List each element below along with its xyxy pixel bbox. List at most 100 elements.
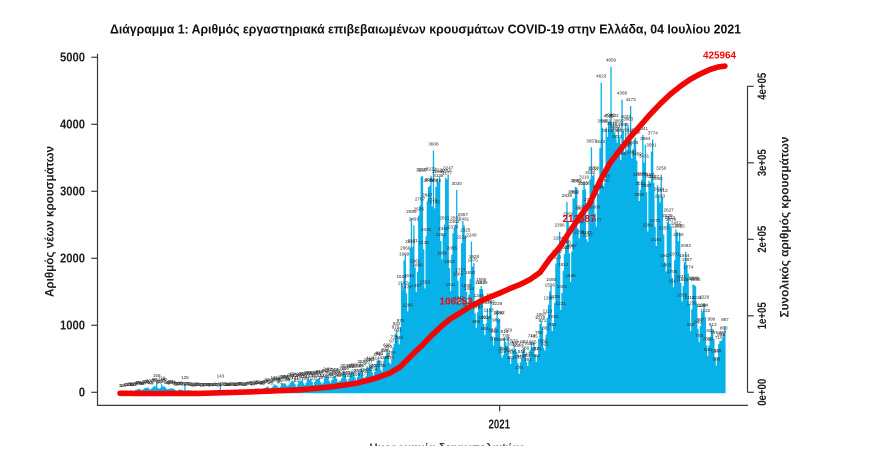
svg-text:1542: 1542	[475, 280, 486, 285]
svg-text:38: 38	[252, 381, 258, 386]
svg-text:243: 243	[362, 367, 370, 372]
svg-text:153: 153	[344, 373, 352, 378]
svg-text:1e+05: 1e+05	[755, 302, 769, 329]
svg-text:1923: 1923	[551, 255, 562, 260]
svg-text:27: 27	[244, 382, 250, 387]
svg-text:1552: 1552	[420, 279, 431, 284]
svg-text:725: 725	[390, 335, 398, 340]
svg-text:16: 16	[234, 382, 240, 387]
svg-text:127: 127	[318, 375, 326, 380]
svg-text:4023: 4023	[621, 114, 632, 119]
svg-text:3169: 3169	[636, 171, 647, 176]
svg-text:143: 143	[286, 374, 294, 379]
svg-text:860: 860	[720, 326, 728, 331]
svg-text:15: 15	[201, 382, 207, 387]
svg-text:186: 186	[306, 371, 314, 376]
svg-text:89: 89	[285, 377, 291, 382]
svg-text:1231: 1231	[556, 301, 567, 306]
svg-text:765: 765	[717, 332, 725, 337]
svg-text:Διάγραμμα 1: Αριθμός εργαστηρι: Διάγραμμα 1: Αριθμός εργαστηριακά επιβεβ…	[110, 22, 741, 37]
svg-text:17: 17	[125, 382, 131, 387]
svg-text:16: 16	[207, 382, 213, 387]
svg-text:1193: 1193	[473, 303, 483, 308]
svg-text:70: 70	[269, 379, 275, 384]
svg-text:42: 42	[246, 381, 252, 386]
svg-text:85: 85	[153, 378, 159, 383]
svg-text:128: 128	[281, 375, 289, 380]
svg-text:1454: 1454	[464, 286, 475, 291]
svg-text:206: 206	[338, 370, 346, 375]
svg-text:481: 481	[376, 351, 384, 356]
svg-text:1: 1	[120, 383, 123, 388]
svg-text:1532: 1532	[398, 281, 409, 286]
svg-text:1311: 1311	[454, 296, 464, 301]
svg-text:1204: 1204	[698, 303, 709, 308]
svg-text:3153: 3153	[633, 172, 644, 177]
svg-text:700: 700	[490, 336, 498, 341]
svg-text:418: 418	[366, 355, 374, 360]
svg-text:2666: 2666	[590, 205, 601, 210]
svg-text:61: 61	[169, 379, 175, 384]
svg-text:14: 14	[199, 382, 205, 387]
svg-text:2470: 2470	[650, 218, 661, 223]
svg-text:202: 202	[315, 370, 323, 375]
svg-text:2774: 2774	[427, 198, 438, 203]
svg-text:1944: 1944	[679, 253, 690, 258]
svg-text:421: 421	[387, 355, 395, 360]
svg-text:4623: 4623	[596, 74, 607, 79]
svg-text:423: 423	[507, 355, 515, 360]
svg-text:3247: 3247	[443, 166, 454, 171]
svg-text:432: 432	[514, 354, 522, 359]
svg-text:190: 190	[303, 371, 311, 376]
svg-text:1497: 1497	[411, 283, 422, 288]
svg-text:31: 31	[187, 381, 193, 386]
svg-text:663: 663	[520, 339, 528, 344]
svg-text:30: 30	[240, 381, 246, 386]
svg-text:3062: 3062	[599, 178, 610, 183]
svg-text:3e+05: 3e+05	[755, 149, 769, 176]
svg-text:157: 157	[290, 373, 298, 378]
svg-text:21: 21	[130, 382, 136, 387]
svg-text:987: 987	[721, 317, 729, 322]
svg-text:2491: 2491	[459, 216, 470, 221]
svg-text:25: 25	[235, 382, 241, 387]
svg-text:590: 590	[384, 344, 392, 349]
svg-text:2745: 2745	[430, 199, 441, 204]
svg-text:3138: 3138	[433, 173, 444, 178]
svg-text:1500: 1500	[461, 283, 472, 288]
svg-text:623: 623	[509, 342, 517, 347]
svg-text:20: 20	[131, 382, 137, 387]
svg-text:1000: 1000	[60, 318, 85, 333]
svg-text:30: 30	[236, 381, 242, 386]
svg-text:21: 21	[190, 382, 196, 387]
svg-text:19: 19	[224, 382, 230, 387]
svg-text:232: 232	[322, 368, 330, 373]
svg-text:530: 530	[381, 348, 389, 353]
svg-text:83: 83	[264, 378, 270, 383]
svg-text:515: 515	[518, 349, 526, 354]
svg-text:0: 0	[79, 385, 85, 400]
svg-text:425: 425	[379, 355, 387, 360]
svg-text:492: 492	[375, 350, 383, 355]
svg-text:1875: 1875	[468, 258, 479, 263]
svg-text:51: 51	[261, 380, 267, 385]
svg-text:2987: 2987	[641, 183, 652, 188]
svg-text:183: 183	[299, 371, 307, 376]
svg-text:3127: 3127	[649, 174, 660, 179]
svg-text:4273: 4273	[625, 97, 636, 102]
svg-text:115: 115	[294, 376, 302, 381]
svg-text:54: 54	[170, 380, 176, 385]
svg-text:2287: 2287	[581, 230, 592, 235]
svg-text:3022: 3022	[635, 181, 646, 186]
svg-text:29: 29	[188, 381, 194, 386]
svg-text:182: 182	[328, 371, 336, 376]
svg-text:3815: 3815	[624, 128, 635, 133]
svg-text:2855: 2855	[634, 192, 645, 197]
svg-text:3182: 3182	[585, 170, 596, 175]
svg-text:25: 25	[184, 382, 190, 387]
svg-text:1727: 1727	[455, 268, 466, 273]
svg-text:248: 248	[323, 367, 331, 372]
svg-text:3431: 3431	[639, 153, 650, 158]
svg-text:2452: 2452	[449, 219, 460, 224]
svg-text:202: 202	[305, 370, 313, 375]
